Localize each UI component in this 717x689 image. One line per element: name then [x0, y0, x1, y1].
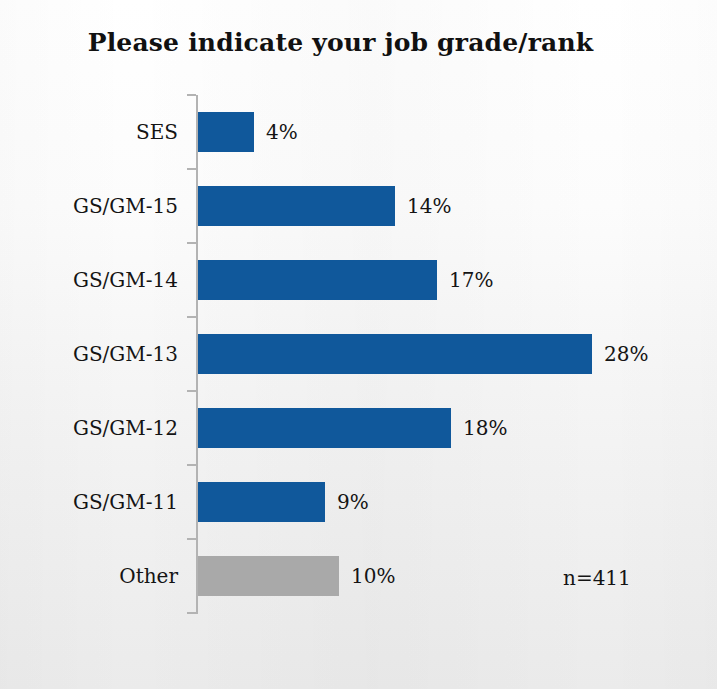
- plot-area: SES 4% GS/GM-15 14% GS/GM-14 17% GS/GM-1…: [0, 0, 717, 689]
- category-label: GS/GM-15: [0, 169, 178, 243]
- bar: [198, 112, 254, 152]
- category-label: Other: [0, 539, 178, 613]
- value-label: 18%: [463, 391, 507, 465]
- job-grade-chart: Please indicate your job grade/rank SES …: [0, 0, 717, 689]
- value-label: 28%: [604, 317, 648, 391]
- value-label: 14%: [407, 169, 451, 243]
- chart-row: SES 4%: [0, 95, 717, 169]
- chart-row: GS/GM-15 14%: [0, 169, 717, 243]
- bar: [198, 186, 395, 226]
- bar: [198, 260, 437, 300]
- bar: [198, 482, 325, 522]
- category-label: GS/GM-14: [0, 243, 178, 317]
- bar: [198, 334, 592, 374]
- bar: [198, 408, 451, 448]
- category-label: GS/GM-13: [0, 317, 178, 391]
- value-label: 4%: [266, 95, 298, 169]
- sample-size-annotation: n=411: [563, 563, 631, 593]
- category-label: GS/GM-12: [0, 391, 178, 465]
- bar: [198, 556, 339, 596]
- chart-row: GS/GM-12 18%: [0, 391, 717, 465]
- category-label: SES: [0, 95, 178, 169]
- category-label: GS/GM-11: [0, 465, 178, 539]
- chart-row: GS/GM-14 17%: [0, 243, 717, 317]
- value-label: 17%: [449, 243, 493, 317]
- value-label: 9%: [337, 465, 369, 539]
- value-label: 10%: [351, 539, 395, 613]
- chart-row: GS/GM-13 28%: [0, 317, 717, 391]
- chart-row: GS/GM-11 9%: [0, 465, 717, 539]
